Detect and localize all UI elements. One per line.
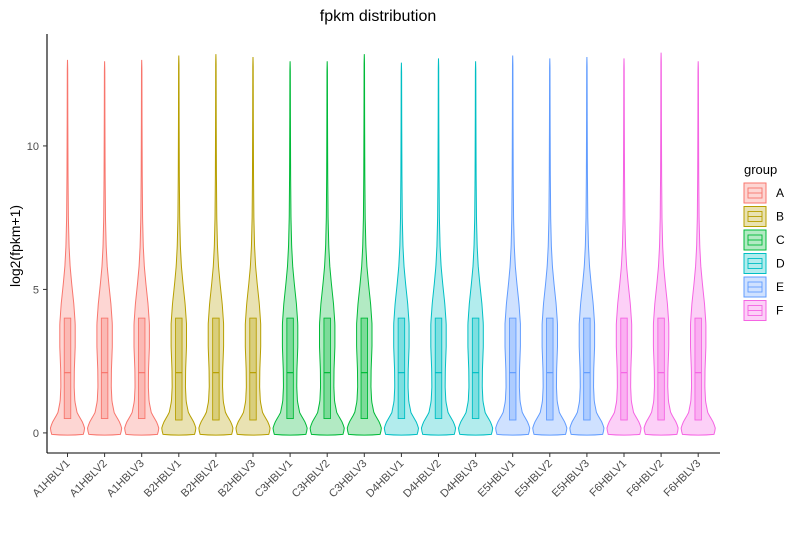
box [360, 317, 368, 420]
violin-shape [532, 58, 568, 436]
violin-shape [346, 54, 382, 436]
violin-shape [49, 59, 86, 436]
box [249, 317, 257, 421]
x-tick-label: E5HBLV1 [476, 458, 518, 500]
legend-item-C: C [743, 229, 785, 251]
violin-D4HBLV3 [458, 61, 494, 436]
box [546, 317, 554, 421]
legend-label: C [776, 233, 785, 247]
violin-shape [569, 56, 605, 436]
box [63, 317, 72, 420]
violin-shape [458, 61, 494, 436]
violin-shape [309, 61, 345, 436]
legend-title: group [744, 162, 777, 177]
y-axis-label: log2(fpkm+1) [7, 205, 23, 287]
legend-label: E [776, 280, 784, 294]
violin-B2HBLV1 [161, 55, 197, 436]
chart-title: fpkm distribution [320, 8, 437, 25]
box [620, 317, 628, 421]
box [100, 317, 109, 420]
x-tick-label: C3HBLV3 [327, 458, 370, 501]
box [694, 317, 702, 421]
x-tick-label: F6HBLV1 [587, 458, 629, 500]
violin-shape [235, 56, 271, 436]
violin-B2HBLV3 [235, 56, 271, 436]
violin-E5HBLV2 [532, 58, 568, 436]
box [583, 317, 591, 421]
legend-label: A [776, 186, 784, 200]
x-tick-label: D4HBLV1 [364, 458, 407, 501]
violin-E5HBLV1 [495, 55, 531, 436]
violin-C3HBLV3 [346, 54, 382, 436]
violin-D4HBLV2 [420, 58, 457, 436]
box [397, 317, 406, 420]
legend-label: D [776, 257, 785, 271]
box [286, 317, 294, 420]
y-tick-label: 10 [27, 141, 39, 153]
x-tick-label: F6HBLV3 [662, 458, 704, 500]
violin-shape [272, 61, 308, 436]
x-tick-label: D4HBLV3 [438, 458, 481, 501]
violin-shape [643, 52, 679, 436]
x-tick-label: B2HBLV1 [142, 458, 184, 500]
x-tick-label: D4HBLV2 [401, 458, 444, 501]
violin-F6HBLV2 [643, 52, 679, 436]
x-tick-label: B2HBLV3 [216, 458, 258, 500]
legend-item-A: A [743, 182, 784, 204]
violin-F6HBLV3 [680, 61, 716, 436]
violin-F6HBLV1 [606, 58, 642, 436]
violin-A1HBLV1 [49, 59, 86, 436]
legend-item-B: B [743, 206, 784, 227]
x-tick-label: A1HBLV2 [68, 458, 110, 500]
violin-shape [161, 55, 197, 436]
x-tick-label: B2HBLV2 [179, 458, 221, 500]
box [434, 317, 443, 420]
violin-shape [606, 58, 642, 436]
box [323, 317, 331, 420]
violin-A1HBLV2 [87, 61, 123, 436]
violin-D4HBLV1 [383, 62, 419, 436]
box [509, 317, 517, 421]
violin-C3HBLV1 [272, 61, 308, 436]
plot-area [49, 52, 716, 436]
violin-shape [495, 55, 531, 436]
violin-shape [124, 59, 160, 436]
x-tick-label: C3HBLV1 [253, 458, 296, 501]
box [212, 317, 220, 421]
legend-item-D: D [743, 253, 785, 274]
violin-shape [420, 58, 457, 436]
violin-shape [383, 62, 419, 436]
x-tick-label: A1HBLV3 [105, 458, 147, 500]
y-tick-label: 0 [33, 428, 39, 440]
box [137, 317, 146, 420]
y-tick-label: 5 [33, 284, 39, 296]
x-tick-label: A1HBLV1 [31, 458, 73, 500]
x-tick-label: C3HBLV2 [290, 458, 333, 501]
box [657, 317, 665, 421]
legend-item-E: E [743, 276, 784, 298]
legend-item-F: F [743, 300, 783, 321]
violin-E5HBLV3 [569, 56, 605, 436]
violin-B2HBLV2 [198, 54, 234, 436]
legend-label: F [776, 304, 783, 318]
x-tick-label: E5HBLV3 [550, 458, 592, 500]
box [471, 317, 480, 420]
x-tick-label: E5HBLV2 [513, 458, 555, 500]
violin-C3HBLV2 [309, 61, 345, 436]
violin-shape [87, 61, 123, 436]
violin-shape [680, 61, 716, 436]
violin-shape [198, 54, 234, 436]
legend-label: B [776, 210, 784, 224]
x-tick-label: F6HBLV2 [625, 458, 667, 500]
box [175, 317, 183, 421]
violin-A1HBLV3 [124, 59, 160, 436]
